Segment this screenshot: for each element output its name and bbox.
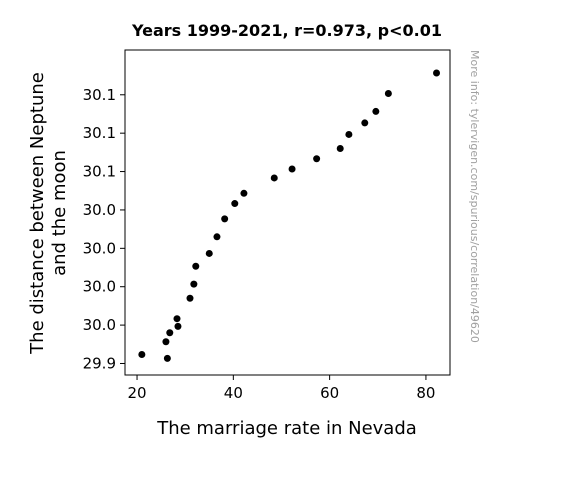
y-axis-label-line-1: The distance between Neptune — [27, 72, 48, 355]
data-point — [270, 174, 278, 182]
data-point — [361, 119, 369, 127]
x-tick-label: 80 — [416, 384, 435, 402]
data-point — [433, 69, 441, 77]
data-point — [174, 322, 182, 330]
data-point — [384, 90, 392, 98]
chart-title: Years 1999-2021, r=0.973, p<0.01 — [131, 21, 442, 40]
y-tick-label: 30.0 — [83, 278, 116, 296]
watermark: More info: tylervigen.com/spurious/corre… — [468, 50, 481, 343]
y-tick-label: 30.1 — [83, 86, 116, 104]
data-point — [163, 354, 171, 362]
data-point — [190, 280, 198, 288]
data-point — [162, 338, 170, 346]
data-point — [192, 262, 200, 270]
data-point — [313, 155, 321, 163]
data-point — [186, 294, 194, 302]
data-points — [138, 69, 441, 362]
data-point — [231, 200, 239, 208]
x-tick-label: 60 — [320, 384, 339, 402]
data-point — [345, 130, 353, 138]
y-tick-label: 30.1 — [83, 124, 116, 142]
y-axis: 29.9 30.0 30.0 30.0 30.0 30.1 30.1 30.1 — [83, 86, 125, 372]
y-tick-label: 30.0 — [83, 316, 116, 334]
y-tick-label: 30.0 — [83, 201, 116, 219]
x-axis-label: The marriage rate in Nevada — [156, 418, 417, 439]
y-tick-label: 30.1 — [83, 163, 116, 181]
plot-frame — [124, 49, 451, 376]
watermark-text: More info: tylervigen.com/spurious/corre… — [468, 50, 481, 343]
y-axis-label-line-2: and the moon — [49, 150, 70, 276]
x-tick-label: 20 — [127, 384, 146, 402]
data-point — [138, 351, 146, 359]
data-point — [173, 315, 181, 323]
data-point — [166, 329, 174, 337]
data-point — [205, 249, 213, 257]
x-tick-label: 40 — [224, 384, 243, 402]
data-point — [213, 233, 221, 241]
data-point — [372, 107, 380, 115]
y-tick-label: 29.9 — [83, 354, 116, 372]
x-axis: 20 40 60 80 — [127, 375, 435, 402]
data-point — [240, 189, 248, 197]
data-point — [221, 215, 229, 223]
y-axis-label: The distance between Neptune and the moo… — [27, 72, 70, 355]
data-point — [288, 165, 296, 173]
data-point — [336, 145, 344, 153]
y-tick-label: 30.0 — [83, 239, 116, 257]
